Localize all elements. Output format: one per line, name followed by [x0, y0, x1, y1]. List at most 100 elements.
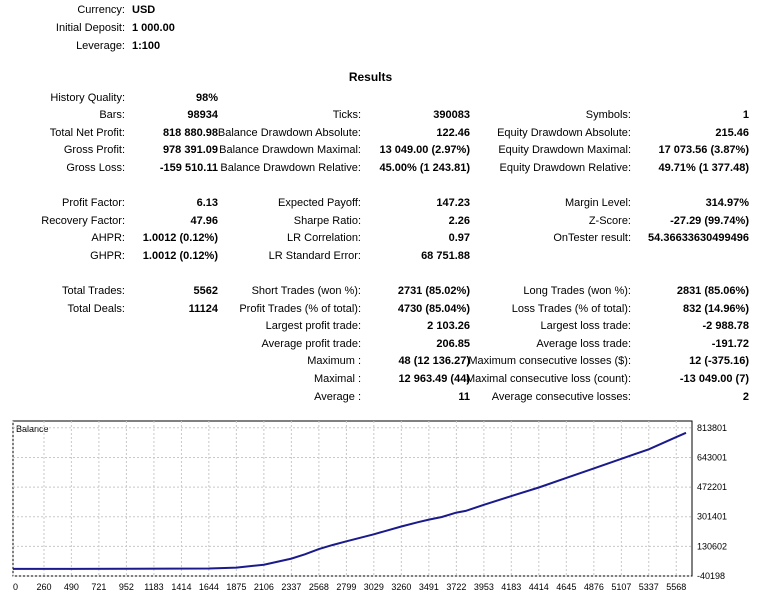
- stat-label: Total Trades:: [62, 285, 125, 297]
- stat-value: 2.26: [448, 214, 470, 227]
- stat-value: 11: [458, 390, 470, 403]
- chart-plot-area: [12, 420, 693, 577]
- stat-label: AHPR:: [91, 232, 125, 245]
- stat-label: Average profit trade:: [261, 337, 361, 350]
- stat-label: Profit Trades (% of total):: [239, 302, 361, 315]
- x-tick-label: 5568: [666, 582, 686, 592]
- stat-label: Average :: [314, 390, 361, 403]
- stat-value: 47.96: [190, 214, 218, 227]
- stat-label: LR Correlation:: [287, 232, 361, 245]
- stat-label: Average loss trade:: [536, 337, 631, 350]
- x-tick-label: 1414: [171, 582, 191, 592]
- stat-value: 2 103.26: [427, 320, 470, 333]
- stat-value: 98934: [187, 109, 218, 121]
- y-tick-label: 813801: [697, 423, 727, 433]
- stat-value: 68 751.88: [421, 249, 470, 262]
- stat-label: Balance Drawdown Absolute:: [217, 126, 361, 139]
- stat-label: Profit Factor:: [62, 197, 125, 209]
- x-tick-label: 952: [119, 582, 134, 592]
- history-quality-label: History Quality:: [50, 92, 125, 104]
- stat-label: Gross Profit:: [63, 144, 125, 157]
- x-tick-label: 4183: [501, 582, 521, 592]
- stat-label: Sharpe Ratio:: [293, 214, 361, 227]
- y-axis: 813801 643001 472201 301401 130602 -40198: [697, 423, 727, 581]
- chart-grid: [12, 421, 692, 577]
- x-tick-label: 5337: [639, 582, 659, 592]
- results-title: Results: [348, 70, 393, 84]
- stat-value: 48 (12 136.27): [398, 355, 470, 368]
- stat-value: 1.0012 (0.12%): [142, 232, 218, 245]
- x-tick-label: 2106: [254, 582, 274, 592]
- x-tick-label: 260: [36, 582, 51, 592]
- x-axis: 0 260 490 721 952 1183 1414 1644 1875 2106 2337 256…: [13, 582, 686, 592]
- x-tick-label: 3260: [391, 582, 411, 592]
- x-tick-label: 2337: [281, 582, 301, 592]
- stat-value: 147.23: [436, 197, 470, 209]
- balance-chart: Balance 0 260 490 721 952 1183 1414 1644 1875 210…: [12, 420, 727, 592]
- stat-label: Loss Trades (% of total):: [511, 302, 631, 315]
- stat-value: 215.46: [715, 126, 749, 139]
- stat-label: Largest profit trade:: [265, 320, 361, 333]
- stat-label: Equity Drawdown Absolute:: [497, 126, 631, 139]
- stat-value: 1: [742, 109, 749, 121]
- x-tick-label: 3491: [419, 582, 439, 592]
- x-tick-label: 3722: [446, 582, 466, 592]
- stat-label: Expected Payoff:: [278, 197, 361, 209]
- stat-value: 832 (14.96%): [682, 302, 749, 315]
- y-tick-label: -40198: [697, 571, 725, 581]
- stat-value: 2: [742, 390, 749, 403]
- stat-value: 45.00% (1 243.81): [379, 161, 470, 174]
- x-tick-label: 4876: [584, 582, 604, 592]
- header-value: USD: [132, 4, 156, 16]
- x-tick-label: 721: [91, 582, 106, 592]
- header-label: Leverage:: [76, 40, 125, 52]
- stat-label: Z-Score:: [588, 214, 631, 227]
- x-tick-label: 2568: [309, 582, 329, 592]
- stat-label: Average consecutive losses:: [491, 390, 631, 403]
- stat-label: Gross Loss:: [66, 161, 125, 174]
- x-tick-label: 1875: [226, 582, 246, 592]
- stat-value: -191.72: [711, 337, 749, 350]
- stat-value: 0.97: [448, 232, 470, 245]
- stat-label: Bars:: [99, 109, 125, 121]
- stat-value: 122.46: [436, 126, 470, 139]
- header-value: 1 000.00: [132, 22, 175, 34]
- stat-value: -27.29 (99.74%): [670, 214, 749, 227]
- stat-value: 1.0012 (0.12%): [142, 249, 218, 262]
- stat-label: Short Trades (won %):: [251, 285, 361, 297]
- x-tick-label: 3953: [474, 582, 494, 592]
- stat-value: 978 391.09: [162, 144, 218, 157]
- stat-label: Maximum :: [307, 355, 361, 368]
- stat-value: -159 510.11: [159, 161, 218, 174]
- header-value: 1:100: [132, 40, 161, 52]
- stat-label: OnTester result:: [553, 232, 631, 245]
- stat-label: Equity Drawdown Maximal:: [498, 144, 631, 157]
- stat-value: 11124: [188, 302, 218, 315]
- x-tick-label: 2799: [336, 582, 356, 592]
- stat-label: Total Deals:: [67, 302, 125, 315]
- stat-value: 314.97%: [705, 197, 749, 209]
- y-tick-label: 130602: [697, 541, 727, 551]
- stat-label: Balance Drawdown Maximal:: [219, 144, 361, 157]
- history-quality-value: 98%: [195, 92, 218, 104]
- balance-series-line: [13, 431, 687, 570]
- stat-value: 4730 (85.04%): [397, 302, 470, 315]
- x-tick-label: 4645: [556, 582, 576, 592]
- stat-label: Ticks:: [332, 109, 361, 121]
- x-tick-label: 490: [64, 582, 79, 592]
- stat-value: 5562: [193, 285, 218, 297]
- x-tick-label: 1644: [199, 582, 219, 592]
- stat-label: Maximum consecutive losses ($):: [468, 355, 631, 368]
- stat-label: Balance Drawdown Relative:: [220, 161, 361, 174]
- stat-label: Total Net Profit:: [49, 126, 125, 139]
- stat-label: Maximal :: [313, 373, 361, 385]
- stat-value: 17 073.56 (3.87%): [658, 144, 749, 157]
- y-tick-label: 643001: [697, 452, 727, 462]
- stat-value: 818 880.98: [162, 126, 218, 139]
- y-tick-label: 472201: [697, 482, 727, 492]
- chart-title: Balance: [16, 424, 49, 434]
- x-tick-label: 4414: [529, 582, 549, 592]
- stat-value: 206.85: [436, 337, 470, 350]
- stat-label: Largest loss trade:: [540, 320, 632, 333]
- stat-label: Equity Drawdown Relative:: [499, 161, 631, 174]
